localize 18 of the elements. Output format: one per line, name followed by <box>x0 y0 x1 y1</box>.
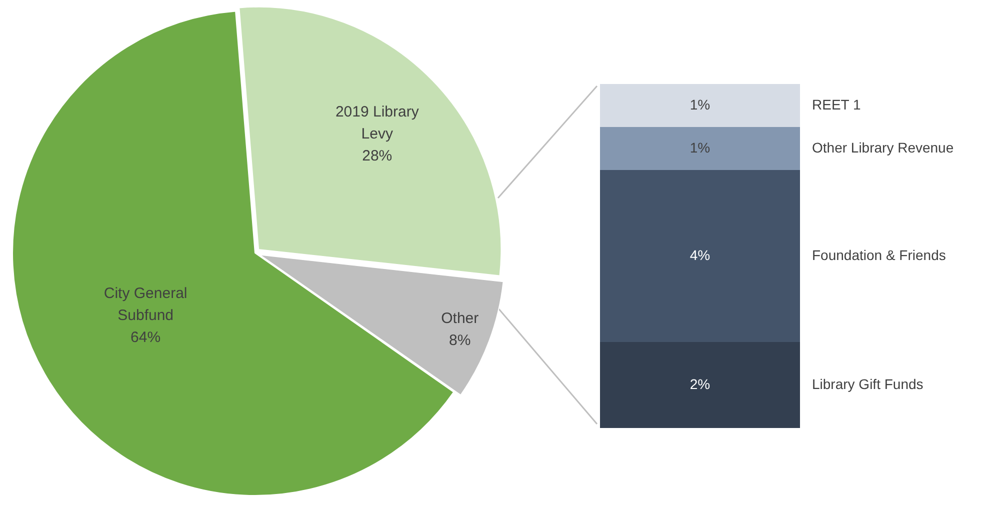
data-label: 8% <box>449 332 471 350</box>
bar <box>600 127 800 170</box>
slice-label: City General Subfund <box>104 284 188 324</box>
bar <box>600 170 800 342</box>
data-label: 1% <box>690 96 710 112</box>
series-label: Library Gift Funds <box>812 376 924 392</box>
slice-label: 2019 Library Levy <box>335 103 420 142</box>
data-label: 2% <box>690 376 710 392</box>
series-label: Other Library Revenue <box>812 139 954 156</box>
data-label: 4% <box>690 246 710 263</box>
slice-label: Other <box>441 310 479 328</box>
data-label: 64% <box>130 328 161 346</box>
data-label: 28% <box>362 147 392 164</box>
bar <box>600 84 800 127</box>
data-label: 1% <box>690 139 710 156</box>
series-label: Foundation & Friends <box>812 246 946 263</box>
series-label: REET 1 <box>812 96 861 112</box>
bar <box>600 342 800 428</box>
